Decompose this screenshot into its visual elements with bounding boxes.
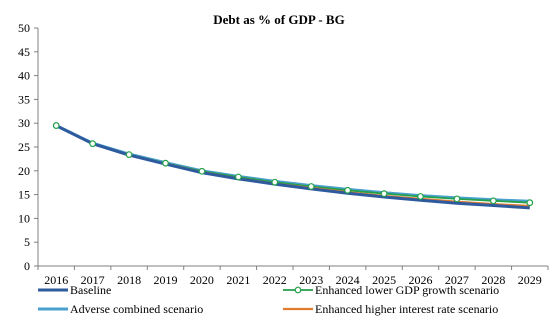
y-tick-label: 45 <box>18 45 30 59</box>
data-point <box>89 140 97 148</box>
data-point <box>489 197 497 205</box>
y-tick-label: 10 <box>18 211 30 225</box>
axes <box>37 28 548 267</box>
x-tick-label: 2027 <box>445 273 469 287</box>
legend-label: Adverse combined scenario <box>70 302 203 316</box>
data-point <box>198 167 206 175</box>
y-tick-label: 0 <box>24 259 30 273</box>
data-point <box>417 193 424 200</box>
data-point <box>526 199 534 207</box>
x-tick-label: 2026 <box>409 273 433 287</box>
chart-title: Debt as % of GDP - BG <box>213 12 344 27</box>
x-tick-label: 2023 <box>299 273 323 287</box>
series-line <box>55 124 530 203</box>
data-point <box>52 122 60 129</box>
x-tick-label: 2021 <box>226 273 250 287</box>
y-tick-label: 20 <box>18 164 30 178</box>
y-tick-label: 30 <box>18 116 30 130</box>
data-point <box>307 183 315 190</box>
data-point <box>453 195 461 203</box>
y-tick-label: 25 <box>18 140 30 154</box>
series-lines <box>52 122 534 210</box>
x-tick-label: 2018 <box>117 273 141 287</box>
data-point <box>234 173 242 181</box>
x-tick-label: 2025 <box>372 273 396 287</box>
x-tick-label: 2029 <box>518 273 542 287</box>
x-axis-ticks: 2016 2017 2018 2019 2020 2021 2022 2023 2024 2025… <box>37 266 549 287</box>
legend-marker <box>294 286 302 294</box>
data-point <box>271 178 279 186</box>
x-tick-label: 2017 <box>81 273 105 287</box>
x-tick-label: 2016 <box>44 273 68 287</box>
x-tick-label: 2024 <box>336 273 360 287</box>
x-tick-label: 2020 <box>190 273 214 287</box>
x-tick-label: 2028 <box>481 273 505 287</box>
y-tick-label: 15 <box>18 188 30 202</box>
x-tick-label: 2019 <box>154 273 178 287</box>
data-point <box>162 159 169 167</box>
data-point <box>380 190 388 198</box>
series-line <box>55 124 530 208</box>
y-tick-label: 5 <box>24 235 30 249</box>
y-tick-label: 35 <box>18 92 30 106</box>
y-axis-ticks: 0 5 10 15 20 25 30 35 40 45 50 <box>18 21 38 273</box>
data-point <box>125 151 133 159</box>
series-line <box>55 124 530 204</box>
data-point <box>344 186 352 194</box>
legend: Baseline Enhanced lower GDP growth scenar… <box>38 283 499 316</box>
x-tick-label: 2022 <box>263 273 287 287</box>
y-tick-label: 40 <box>18 69 30 83</box>
series-line <box>55 124 530 210</box>
legend-label: Baseline <box>70 283 111 297</box>
legend-label: Enhanced higher interest rate scenario <box>315 302 498 316</box>
legend-label: Enhanced lower GDP growth scenario <box>315 283 499 297</box>
y-tick-label: 50 <box>18 21 30 35</box>
